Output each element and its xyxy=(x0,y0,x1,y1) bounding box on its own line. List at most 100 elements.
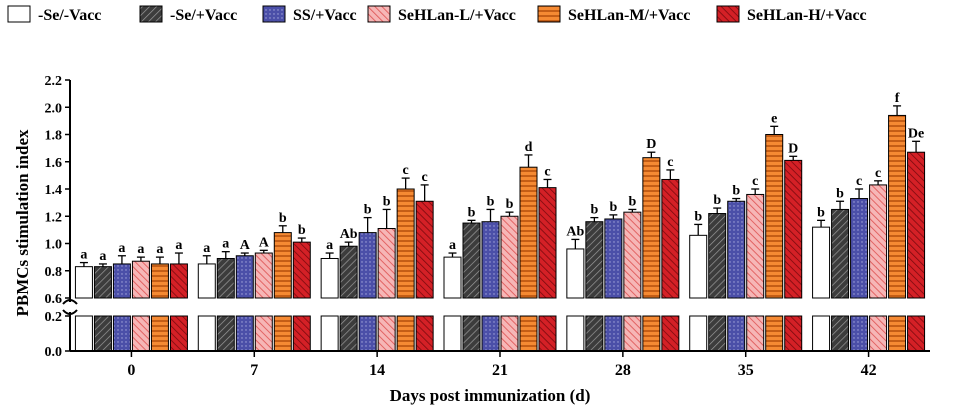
bar xyxy=(216,257,235,299)
bar xyxy=(74,266,93,299)
x-tick-label: 0 xyxy=(127,362,135,379)
bar xyxy=(500,215,519,299)
significance-label: D xyxy=(646,137,656,152)
bar xyxy=(150,263,169,299)
bar xyxy=(292,241,311,299)
legend-swatch xyxy=(537,5,561,23)
legend-label: SeHLan-H/+Vacc xyxy=(747,7,867,24)
bar xyxy=(888,114,907,299)
bar-lower-segment xyxy=(850,315,869,352)
significance-label: a xyxy=(118,241,125,256)
bar xyxy=(377,228,396,299)
bar-lower-segment xyxy=(888,315,907,352)
bar-lower-segment xyxy=(131,315,150,352)
bar xyxy=(235,255,254,299)
bar xyxy=(784,159,803,299)
bar xyxy=(850,198,869,299)
x-tick-label: 28 xyxy=(615,362,631,379)
bar-lower-segment xyxy=(443,315,462,352)
significance-label: b xyxy=(609,200,617,215)
legend-item: SeHLan-M/+Vacc xyxy=(537,5,690,24)
bar xyxy=(727,200,746,299)
bar-lower-segment xyxy=(519,315,538,352)
bar-lower-segment xyxy=(396,315,415,352)
significance-label: f xyxy=(895,91,900,106)
significance-label: c xyxy=(667,155,673,170)
bar xyxy=(169,263,188,299)
significance-label: b xyxy=(383,194,391,209)
y-tick-label: 1.8 xyxy=(45,129,63,144)
significance-label: A xyxy=(240,238,251,253)
bar xyxy=(623,211,642,299)
bar-lower-segment xyxy=(604,315,623,352)
bar-group: abb bdc xyxy=(443,140,557,352)
significance-label: a xyxy=(449,238,456,253)
bar xyxy=(93,266,112,299)
bar-lower-segment xyxy=(708,315,727,352)
significance-label: b xyxy=(817,205,825,220)
bar xyxy=(661,178,680,299)
bar-lower-segment xyxy=(254,315,273,352)
bar-group: Abb b bDc xyxy=(566,137,680,352)
significance-label: De xyxy=(908,126,924,141)
legend-label: -Se/-Vacc xyxy=(38,7,101,24)
bar-lower-segment xyxy=(415,315,434,352)
bar-group: a a A Abb xyxy=(197,211,311,352)
significance-label: a xyxy=(222,237,229,252)
bar xyxy=(831,208,850,299)
significance-label: b xyxy=(279,211,287,226)
bar xyxy=(396,188,415,299)
bar xyxy=(689,234,708,299)
x-axis: 0 7 14 21 28 35 42 xyxy=(70,350,930,379)
legend-swatch xyxy=(7,5,31,23)
bar-lower-segment xyxy=(784,315,803,352)
bar-lower-segment xyxy=(150,315,169,352)
bar xyxy=(765,134,784,299)
bar xyxy=(812,226,831,299)
bar-lower-segment xyxy=(727,315,746,352)
x-tick-label: 35 xyxy=(738,362,754,379)
y-tick-label: 1.4 xyxy=(45,183,63,198)
x-tick-label: 42 xyxy=(861,362,877,379)
bar xyxy=(273,232,292,299)
bar xyxy=(320,257,339,299)
bar xyxy=(131,260,150,299)
significance-label: D xyxy=(788,141,798,156)
significance-label: b xyxy=(713,193,721,208)
bar xyxy=(585,221,604,299)
bar xyxy=(462,222,481,299)
legend-label: -Se/+Vacc xyxy=(170,7,237,24)
bar-lower-segment xyxy=(292,315,311,352)
bar xyxy=(481,221,500,299)
bar-lower-segment xyxy=(112,315,131,352)
bar xyxy=(566,248,585,299)
significance-label: a xyxy=(137,242,144,257)
bar xyxy=(708,213,727,299)
bar-lower-segment xyxy=(689,315,708,352)
bar xyxy=(358,232,377,299)
legend-item: SeHLan-L/+Vacc xyxy=(367,5,516,24)
y-axis-title: PBMCs stimulation index xyxy=(13,129,32,317)
bar-lower-segment xyxy=(661,315,680,352)
y-tick-label: 2.0 xyxy=(45,101,63,116)
significance-label: a xyxy=(80,248,87,263)
bar-lower-segment xyxy=(623,315,642,352)
significance-label: b xyxy=(468,205,476,220)
significance-label: d xyxy=(525,140,533,155)
significance-label: b xyxy=(628,194,636,209)
legend-label: SeHLan-L/+Vacc xyxy=(398,7,516,24)
significance-label: b xyxy=(364,203,372,218)
bar xyxy=(112,263,131,299)
bar-lower-segment xyxy=(538,315,557,352)
significance-label: c xyxy=(856,174,862,189)
bar-lower-segment xyxy=(585,315,604,352)
significance-label: b xyxy=(694,209,702,224)
bar-lower-segment xyxy=(907,315,926,352)
bar-lower-segment xyxy=(642,315,661,352)
bar-lower-segment xyxy=(169,315,188,352)
significance-label: a xyxy=(326,238,333,253)
bar xyxy=(443,256,462,299)
bar-lower-segment xyxy=(869,315,888,352)
